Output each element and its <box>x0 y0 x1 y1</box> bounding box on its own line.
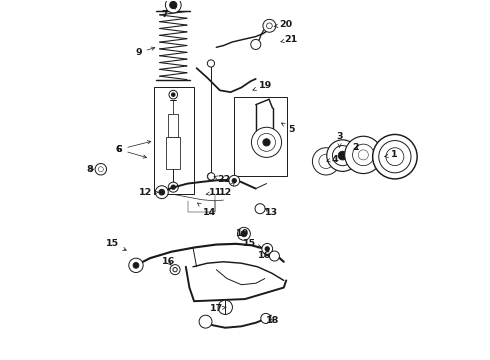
Text: 22: 22 <box>214 175 230 184</box>
Text: 2: 2 <box>352 143 359 152</box>
Circle shape <box>172 93 175 96</box>
Text: 12: 12 <box>219 183 234 197</box>
Text: 18: 18 <box>266 316 279 325</box>
Text: 14: 14 <box>197 203 216 217</box>
Text: 1: 1 <box>385 150 397 159</box>
Circle shape <box>255 204 265 214</box>
Text: 6: 6 <box>116 145 147 158</box>
Circle shape <box>171 185 175 189</box>
Circle shape <box>238 227 250 240</box>
Text: 8: 8 <box>86 165 94 174</box>
Circle shape <box>344 136 382 174</box>
Text: 6: 6 <box>116 141 151 154</box>
Text: 7: 7 <box>161 6 177 19</box>
Circle shape <box>166 0 181 13</box>
Text: 20: 20 <box>274 20 293 29</box>
Circle shape <box>358 150 368 160</box>
Circle shape <box>265 247 270 251</box>
Circle shape <box>353 144 374 166</box>
Circle shape <box>95 163 107 175</box>
Circle shape <box>207 60 215 67</box>
Circle shape <box>263 139 270 146</box>
Circle shape <box>199 315 212 328</box>
Circle shape <box>258 134 275 151</box>
Circle shape <box>379 140 411 173</box>
Circle shape <box>98 167 103 172</box>
Circle shape <box>173 267 177 272</box>
Text: 3: 3 <box>336 132 343 147</box>
Circle shape <box>159 189 165 195</box>
Circle shape <box>313 148 340 175</box>
Circle shape <box>133 262 139 268</box>
Text: 21: 21 <box>281 35 298 44</box>
Circle shape <box>241 231 247 237</box>
Circle shape <box>232 179 236 183</box>
Circle shape <box>251 40 261 49</box>
Circle shape <box>168 182 178 192</box>
Circle shape <box>319 154 333 168</box>
Circle shape <box>218 300 232 315</box>
Circle shape <box>129 258 143 273</box>
Text: 17: 17 <box>210 304 226 313</box>
Circle shape <box>270 251 279 261</box>
Text: 15: 15 <box>106 239 126 251</box>
Circle shape <box>327 140 358 171</box>
Text: 13: 13 <box>265 208 278 217</box>
Circle shape <box>373 134 417 179</box>
Text: 16: 16 <box>162 257 175 266</box>
Text: 19: 19 <box>253 81 272 90</box>
Text: 5: 5 <box>282 123 294 134</box>
Circle shape <box>155 186 168 199</box>
Bar <box>234 97 287 176</box>
Bar <box>166 137 180 169</box>
Bar <box>154 87 194 194</box>
Text: 4: 4 <box>327 155 338 164</box>
Circle shape <box>169 90 177 99</box>
Text: 10: 10 <box>236 229 249 238</box>
Bar <box>168 114 178 137</box>
Text: 12: 12 <box>139 188 158 197</box>
Text: 11: 11 <box>206 188 222 197</box>
Circle shape <box>170 1 177 9</box>
Circle shape <box>386 148 404 166</box>
Circle shape <box>229 175 240 186</box>
Circle shape <box>251 127 282 157</box>
Circle shape <box>208 173 215 180</box>
Circle shape <box>338 151 347 160</box>
Circle shape <box>263 19 276 32</box>
Text: 16: 16 <box>258 251 271 260</box>
Text: 9: 9 <box>135 47 155 57</box>
Circle shape <box>170 265 180 275</box>
Circle shape <box>262 243 272 254</box>
Circle shape <box>261 314 271 323</box>
Text: 15: 15 <box>243 239 262 248</box>
Circle shape <box>207 173 215 180</box>
Circle shape <box>267 23 272 29</box>
Circle shape <box>333 145 353 166</box>
